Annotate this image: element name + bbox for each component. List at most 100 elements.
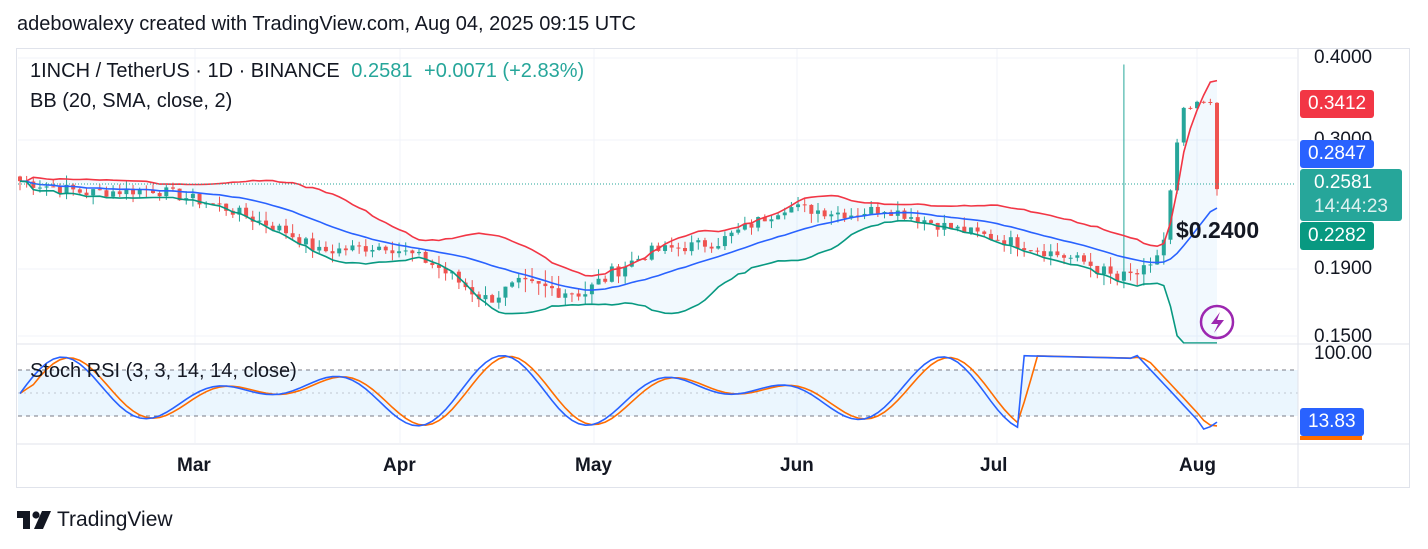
tradingview-logo-icon: [17, 511, 51, 529]
candle-body: [762, 217, 767, 222]
countdown: 14:44:23: [1314, 196, 1388, 217]
candle-body: [37, 187, 42, 189]
stoch-legend[interactable]: Stoch RSI (3, 3, 14, 14, close): [30, 360, 297, 382]
candle-body: [1095, 265, 1100, 275]
candle-body: [490, 295, 495, 303]
bb-basis-badge: 0.2847: [1300, 140, 1375, 168]
candle-body: [769, 219, 774, 222]
footer[interactable]: TradingView: [17, 507, 173, 533]
price-annotation: $0.2400: [1176, 217, 1260, 243]
candle-body: [476, 294, 481, 300]
candle-body: [929, 220, 934, 223]
candle-body: [683, 248, 687, 252]
candle-body: [536, 281, 541, 284]
candle-body: [643, 258, 648, 260]
stoch-badge: 13.83: [1300, 408, 1364, 436]
candle-body: [716, 246, 721, 249]
month-may: May: [575, 455, 612, 476]
grid-lines: [18, 49, 1297, 443]
candle-body: [1088, 261, 1093, 266]
candle-body: [756, 217, 761, 228]
candle-body: [190, 193, 195, 199]
candle-body: [516, 277, 521, 283]
candle-body: [157, 193, 162, 197]
candle-body: [722, 236, 727, 247]
month-jul: Jul: [980, 455, 1008, 476]
candle-body: [137, 189, 142, 195]
candle-body: [210, 203, 215, 205]
month-aug: Aug: [1179, 455, 1216, 476]
candle-body: [869, 206, 874, 214]
candle-body: [955, 226, 960, 229]
candle-body: [1028, 250, 1033, 252]
candle-body: [44, 186, 49, 188]
chart-frame[interactable]: [16, 48, 1410, 488]
candle-body: [131, 188, 136, 195]
candle-body: [1055, 251, 1060, 256]
candle-body: [357, 245, 362, 247]
candle-body: [297, 237, 302, 245]
candle-body: [729, 232, 734, 237]
candle-body: [317, 246, 322, 251]
price-badge: 0.2581 14:44:23: [1300, 169, 1402, 221]
symbol-name: 1INCH / TetherUS · 1D · BINANCE: [30, 60, 340, 82]
candle-body: [1201, 101, 1206, 103]
candle-body: [616, 266, 621, 277]
candle-body: [603, 278, 608, 282]
candle-body: [550, 286, 554, 289]
candle-body: [91, 189, 96, 196]
stoch-band: [18, 370, 1298, 416]
symbol-legend[interactable]: 1INCH / TetherUS · 1D · BINANCE 0.2581 +…: [30, 60, 584, 83]
bb-legend[interactable]: BB (20, SMA, close, 2): [30, 90, 233, 112]
candle-body: [84, 192, 89, 196]
candle-body: [443, 267, 448, 274]
candle-body: [1082, 255, 1086, 262]
candle-body: [995, 239, 1000, 241]
candle-body: [1161, 239, 1166, 256]
candle-body: [51, 186, 56, 188]
header-text: adebowalexy created with TradingView.com…: [17, 13, 636, 35]
bb-lower-badge: 0.2282: [1300, 222, 1375, 250]
candle-body: [1155, 255, 1160, 265]
candle-body: [842, 212, 847, 219]
candle-body: [949, 222, 953, 229]
month-mar: Mar: [177, 455, 211, 476]
candle-body: [709, 246, 714, 249]
candle-body: [390, 250, 395, 254]
month-apr: Apr: [383, 455, 416, 476]
candle-body: [330, 251, 335, 254]
candle-body: [609, 266, 614, 282]
candle-body: [749, 223, 754, 228]
candle-body: [796, 204, 801, 208]
candle-body: [782, 212, 787, 216]
candle-body: [1141, 265, 1146, 275]
candle-body: [922, 220, 927, 223]
candle-body: [1042, 251, 1047, 257]
candle-body: [1062, 255, 1067, 258]
candle-body: [742, 223, 747, 230]
candle-body: [277, 225, 282, 231]
candle-body: [829, 214, 834, 217]
candle-body: [117, 191, 122, 195]
candle-body: [702, 240, 707, 247]
candle-body: [1215, 102, 1219, 190]
candle-body: [530, 279, 535, 282]
candle-body: [270, 225, 275, 231]
candle-body: [968, 227, 973, 233]
candle-body: [988, 233, 993, 240]
candle-body: [77, 189, 82, 193]
candle-body: [1115, 273, 1120, 281]
candle-body: [303, 238, 308, 245]
candle-body: [18, 176, 22, 182]
candle-body: [1208, 101, 1213, 103]
candle-body: [1022, 248, 1027, 251]
bb-upper-badge: 0.3412: [1300, 90, 1375, 118]
candle-body: [264, 220, 269, 226]
candle-body: [323, 246, 328, 252]
candle-body: [363, 246, 368, 252]
last-price: 0.2581: [351, 60, 413, 82]
candle-body: [164, 187, 169, 197]
candle-body: [310, 238, 315, 251]
candle-body: [556, 288, 561, 298]
